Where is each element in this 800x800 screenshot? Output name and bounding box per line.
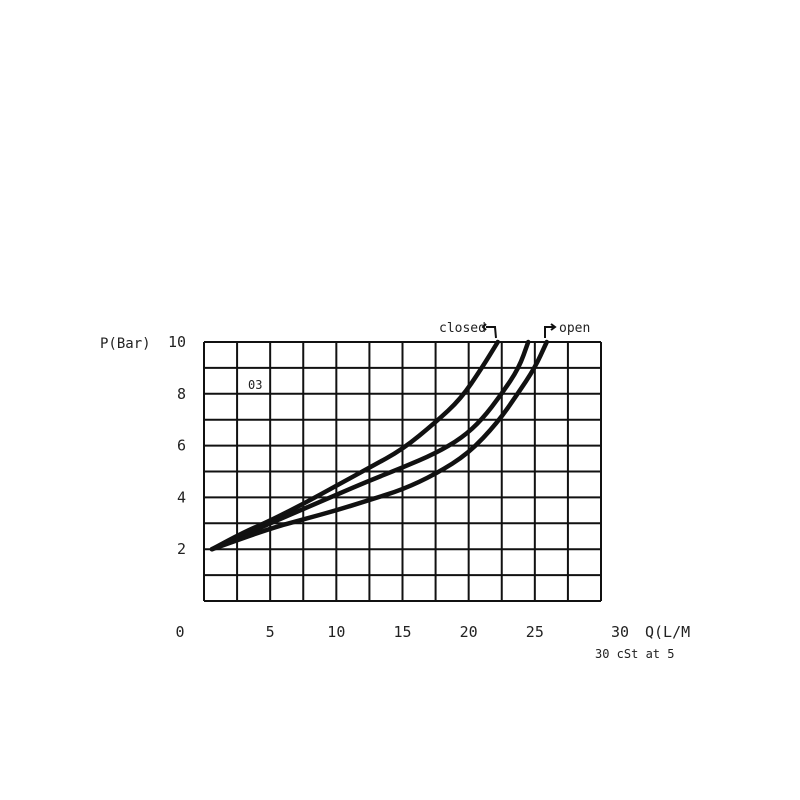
x-tick-label: 20 — [460, 623, 478, 641]
x-tick-label: 30 — [611, 623, 629, 641]
y-tick-label: 10 — [168, 333, 186, 351]
chart-clip: 0 5 10 15 20 25 30 2 4 6 8 10 P(Bar) Q(L/M 30 cSt a… — [100, 321, 690, 661]
inset-label: 03 — [248, 378, 262, 392]
annotation-closed: closed — [439, 321, 486, 336]
x-tick-label: 10 — [327, 623, 345, 641]
grid — [203, 341, 602, 602]
x-tick-label: 5 — [266, 623, 275, 641]
y-tick-label: 2 — [177, 540, 186, 558]
open-arrow-head — [550, 323, 557, 331]
condition-note: 30 cSt at 5 — [595, 647, 674, 661]
x-tick-label: 25 — [526, 623, 544, 641]
curves — [209, 339, 549, 552]
x-tick-label: 0 — [175, 623, 184, 641]
x-axis-label: Q(L/M — [645, 623, 690, 641]
y-tick-label: 6 — [177, 437, 186, 455]
x-tick-label: 15 — [393, 623, 411, 641]
curve-middle — [209, 339, 531, 552]
closed-arrow — [486, 326, 497, 339]
y-axis-label: P(Bar) — [100, 336, 151, 352]
y-tick-label: 4 — [177, 488, 186, 506]
curve-closed — [209, 339, 501, 552]
curve-open — [209, 339, 549, 552]
y-tick-label: 8 — [177, 385, 186, 403]
annotation-open: open — [559, 321, 590, 336]
closed-arrow-head — [481, 323, 487, 331]
tick-labels: 0 5 10 15 20 25 30 2 4 6 8 10 — [168, 333, 629, 641]
open-arrow — [544, 326, 554, 338]
pressure-flow-chart: 0 5 10 15 20 25 30 2 4 6 8 10 P(Bar) Q(L/M 30 cSt a… — [100, 321, 690, 661]
